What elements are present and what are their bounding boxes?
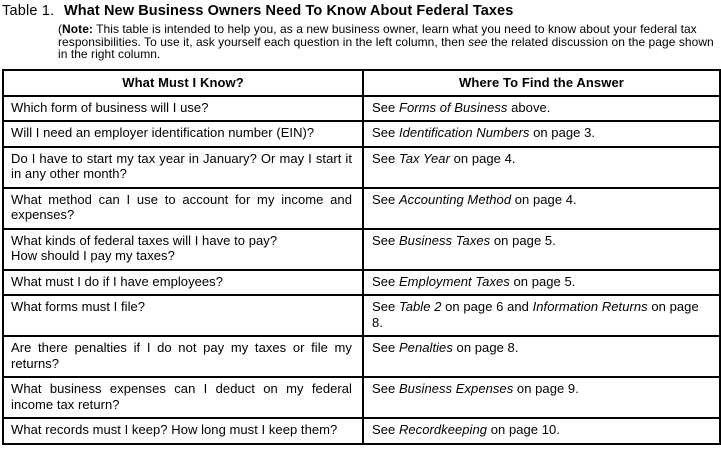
answer-cell: See Identification Numbers on page 3. <box>362 120 721 148</box>
note-bold-label: Note: <box>62 22 93 36</box>
table-caption: Table 1. What New Business Owners Need T… <box>0 0 721 61</box>
reference-title: Penalties <box>398 340 453 356</box>
answer-text: See <box>372 232 399 248</box>
table-row: What records must I keep? How long must … <box>2 417 721 445</box>
question-cell: Which form of business will I use? <box>2 94 364 123</box>
tax-table-body: Which form of business will I use? See Fo… <box>2 94 721 445</box>
answer-cell: See Business Taxes on page 5. <box>362 227 721 271</box>
reference-title: Recordkeeping <box>398 422 488 438</box>
answer-text: on page 6 and <box>441 299 533 315</box>
answer-text: on page 10. <box>487 422 560 438</box>
answer-text: on page 8. <box>372 299 699 330</box>
table-number-label: Table 1. <box>2 3 55 19</box>
caption-body: What New Business Owners Need To Know Ab… <box>58 3 719 61</box>
reference-title: Information Returns <box>532 299 648 315</box>
column-header-where-to-find: Where To Find the Answer <box>362 68 721 97</box>
question-cell: What method can I use to account for my … <box>2 186 364 230</box>
table-row: Which form of business will I use? See Fo… <box>2 94 721 123</box>
reference-title: Table 2 <box>398 299 442 315</box>
question-cell: What kinds of federal taxes will I have … <box>2 227 364 271</box>
reference-title: Tax Year <box>398 150 450 166</box>
table-row: What forms must I file? See Table 2 on pa… <box>2 294 721 338</box>
answer-text: See <box>372 299 399 315</box>
reference-title: Business Taxes <box>398 232 491 248</box>
answer-cell: See Table 2 on page 6 and Information Re… <box>362 294 721 338</box>
answer-cell: See Forms of Business above. <box>362 94 721 123</box>
answer-text: on page 4. <box>511 191 577 207</box>
answer-text: See <box>372 381 399 397</box>
reference-title: Forms of Business <box>398 99 508 115</box>
answer-text: on page 3. <box>529 125 596 141</box>
answer-text: on page 5. <box>509 273 576 289</box>
table-row: Will I need an employer identification n… <box>2 120 721 148</box>
answer-cell: See Accounting Method on page 4. <box>362 186 721 230</box>
question-cell: Will I need an employer identification n… <box>2 120 364 148</box>
note-text-part1: This table is intended to help you, as a… <box>58 22 697 49</box>
table-row: Do I have to start my tax year in Januar… <box>2 145 721 189</box>
table-row: What method can I use to account for my … <box>2 186 721 230</box>
answer-text: above. <box>507 99 551 115</box>
reference-title: Business Expenses <box>398 381 514 397</box>
question-cell: What business expenses can I deduct on m… <box>2 376 364 420</box>
answer-text: See <box>372 150 399 166</box>
note-text-part2: the related discussion on the page shown… <box>58 34 714 62</box>
table-row: What business expenses can I deduct on m… <box>2 376 721 420</box>
column-header-what-must-i-know: What Must I Know? <box>2 68 364 97</box>
answer-text: on page 9. <box>513 381 579 397</box>
reference-title: Identification Numbers <box>398 125 530 141</box>
answer-text: See <box>372 125 399 141</box>
note-open-paren: ( <box>58 22 63 36</box>
table-title: What New Business Owners Need To Know Ab… <box>64 3 514 19</box>
answer-cell: See Penalties on page 8. <box>362 335 721 379</box>
answer-cell: See Tax Year on page 4. <box>362 145 721 189</box>
table-row: Are there penalties if I do not pay my t… <box>2 335 721 379</box>
table-row: What kinds of federal taxes will I have … <box>2 227 721 271</box>
answer-cell: See Business Expenses on page 9. <box>362 376 721 420</box>
table-row: What must I do if I have employees? See E… <box>2 268 721 297</box>
reference-title: Accounting Method <box>398 191 512 207</box>
answer-text: See <box>372 422 399 438</box>
answer-text: See <box>372 191 399 207</box>
question-cell: What records must I keep? How long must … <box>2 417 364 445</box>
question-cell: What must I do if I have employees? <box>2 268 364 297</box>
federal-taxes-table: What Must I Know? Where To Find the Answ… <box>2 68 721 445</box>
reference-title: Employment Taxes <box>398 273 510 289</box>
question-cell: Are there penalties if I do not pay my t… <box>2 335 364 379</box>
answer-text: See <box>372 99 399 115</box>
question-cell: Do I have to start my tax year in Januar… <box>2 145 364 189</box>
question-cell: What forms must I file? <box>2 294 364 338</box>
table-header-row: What Must I Know? Where To Find the Answ… <box>2 68 721 97</box>
answer-text: See <box>372 273 399 289</box>
answer-text: See <box>372 340 399 356</box>
note-see-word: see <box>468 34 488 49</box>
answer-text: on page 5. <box>490 232 556 248</box>
answer-text: on page 4. <box>449 150 516 166</box>
answer-text: on page 8. <box>452 340 519 356</box>
answer-cell: See Recordkeeping on page 10. <box>362 417 721 445</box>
answer-cell: See Employment Taxes on page 5. <box>362 268 721 297</box>
table-note: (Note: This table is intended to help yo… <box>58 23 719 61</box>
